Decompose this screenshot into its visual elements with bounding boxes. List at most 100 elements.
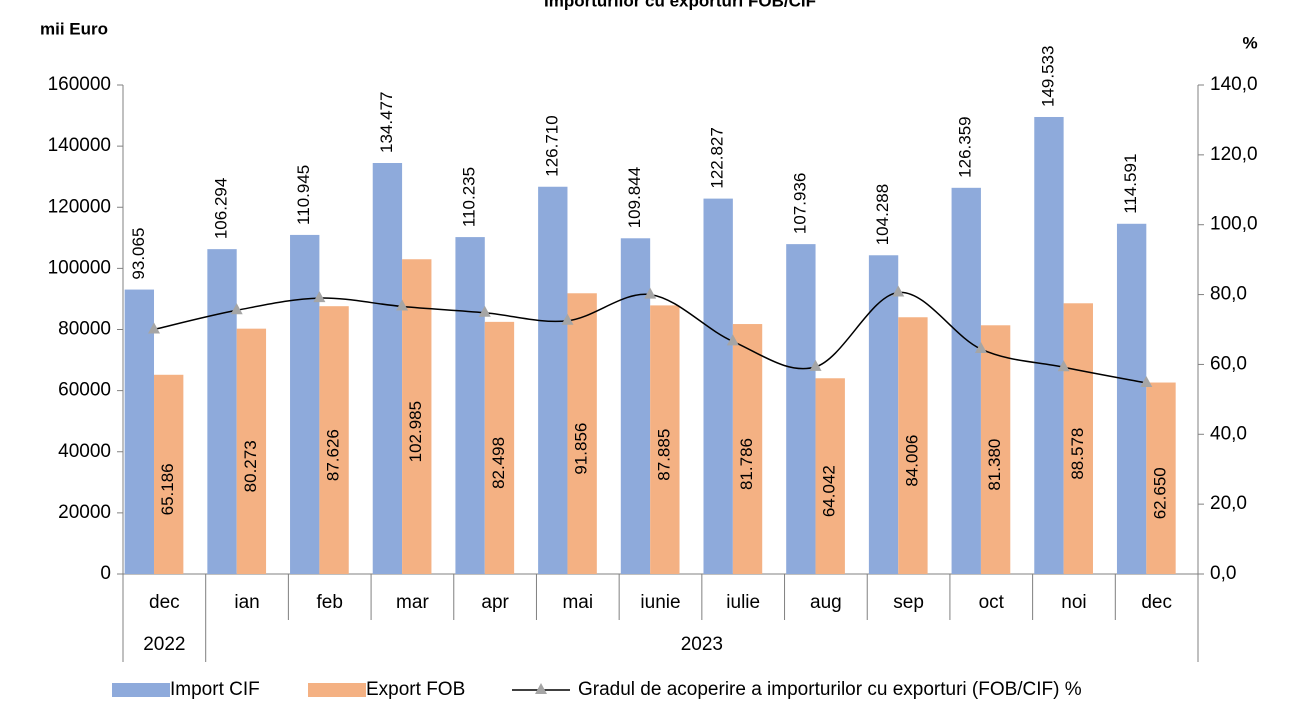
- line-marker: [809, 359, 822, 371]
- value-label: 82.498: [489, 437, 508, 489]
- y-tick-label: 100000: [48, 257, 111, 278]
- bar: [124, 289, 155, 574]
- legend-label: Import CIF: [170, 679, 260, 700]
- y-tick-label: 20000: [58, 502, 111, 523]
- y-tick-label: 160000: [48, 74, 111, 95]
- x-tick-label: iulie: [726, 592, 760, 613]
- value-label: 65.186: [158, 463, 177, 515]
- value-label: 114.591: [1121, 154, 1140, 214]
- value-label: 64.042: [820, 465, 839, 517]
- bar: [1116, 223, 1147, 574]
- x-tick-label: sep: [893, 592, 924, 613]
- value-label: 122.827: [708, 127, 727, 188]
- value-label: 81.380: [985, 439, 1004, 491]
- value-label: 81.786: [737, 438, 756, 490]
- y2-tick-label: 100,0: [1210, 214, 1258, 235]
- x-tick-label: ian: [234, 592, 259, 613]
- bar: [319, 306, 349, 574]
- bar: [951, 187, 981, 574]
- chart-title: Importurilor cu exporturi FOB/CIF: [544, 0, 816, 10]
- line-marker: [561, 313, 574, 325]
- bar: [1063, 303, 1093, 574]
- bar: [567, 293, 597, 574]
- value-label: 104.288: [873, 184, 892, 245]
- y2-axis-label: %: [1242, 33, 1257, 52]
- value-label: 87.885: [654, 429, 673, 481]
- value-label: 110.235: [460, 167, 479, 227]
- y-tick-label: 0: [100, 563, 111, 584]
- bar: [898, 317, 928, 574]
- value-label: 84.006: [902, 435, 921, 487]
- x-tick-label: noi: [1061, 592, 1086, 613]
- value-label: 110.945: [294, 165, 313, 225]
- line-marker: [478, 305, 491, 317]
- value-label: 126.710: [542, 115, 561, 176]
- line-marker: [974, 342, 987, 354]
- group-label: 2022: [143, 634, 185, 655]
- x-tick-label: dec: [149, 592, 180, 613]
- bar: [290, 234, 320, 574]
- value-label: 87.626: [324, 429, 343, 481]
- y2-tick-label: 20,0: [1210, 493, 1247, 514]
- line-marker: [230, 303, 243, 315]
- line-marker: [726, 334, 739, 346]
- x-tick-label: iunie: [640, 592, 680, 613]
- value-label: 93.065: [129, 228, 148, 280]
- group-label: 2023: [681, 634, 723, 655]
- bar: [650, 305, 680, 574]
- value-label: 109.844: [625, 167, 644, 228]
- x-tick-label: apr: [481, 592, 509, 613]
- value-label: 106.294: [212, 178, 231, 239]
- line-marker: [313, 291, 326, 303]
- bar: [703, 198, 733, 574]
- y-tick-label: 120000: [48, 196, 111, 217]
- y2-tick-label: 120,0: [1210, 144, 1258, 165]
- y-tick-label: 60000: [58, 380, 111, 401]
- y2-tick-label: 140,0: [1210, 74, 1258, 95]
- bar: [236, 328, 267, 574]
- bar: [538, 186, 568, 575]
- bar: [455, 237, 485, 574]
- value-label: 107.936: [790, 173, 809, 234]
- legend-swatch: [308, 683, 366, 697]
- value-label: 91.856: [572, 423, 591, 475]
- x-tick-label: feb: [317, 592, 343, 613]
- line-marker: [396, 299, 409, 311]
- x-tick-label: aug: [810, 592, 842, 613]
- bar: [1034, 116, 1064, 574]
- x-tick-label: oct: [979, 592, 1005, 613]
- bar: [484, 321, 515, 574]
- line-marker: [644, 287, 657, 299]
- bar: [1146, 382, 1176, 574]
- bar: [620, 238, 651, 574]
- bar: [372, 163, 403, 574]
- line-marker: [148, 322, 161, 334]
- x-tick-label: mar: [396, 592, 429, 613]
- line-marker: [1057, 360, 1070, 372]
- x-tick-label: dec: [1141, 592, 1172, 613]
- y-tick-label: 140000: [48, 135, 111, 156]
- y-tick-label: 40000: [58, 441, 111, 462]
- legend-label: Export FOB: [366, 679, 465, 700]
- value-label: 134.477: [377, 92, 396, 153]
- bar: [815, 378, 845, 574]
- legend-marker: [535, 683, 547, 694]
- bar: [732, 324, 763, 574]
- legend-label: Gradul de acoperire a importurilor cu ex…: [578, 679, 1082, 700]
- y2-tick-label: 80,0: [1210, 284, 1247, 305]
- bar: [207, 249, 237, 574]
- value-label: 88.578: [1068, 428, 1087, 480]
- bar: [402, 259, 432, 574]
- bar: [868, 255, 899, 574]
- y2-tick-label: 40,0: [1210, 423, 1247, 444]
- bar: [980, 325, 1011, 574]
- value-label: 80.273: [241, 440, 260, 492]
- x-tick-label: mai: [562, 592, 593, 613]
- value-label: 62.650: [1150, 467, 1169, 519]
- line-marker: [892, 285, 905, 297]
- bar: [154, 374, 184, 574]
- y-axis-label: mii Euro: [40, 19, 108, 38]
- y2-tick-label: 0,0: [1210, 563, 1236, 584]
- line-marker: [1140, 375, 1153, 387]
